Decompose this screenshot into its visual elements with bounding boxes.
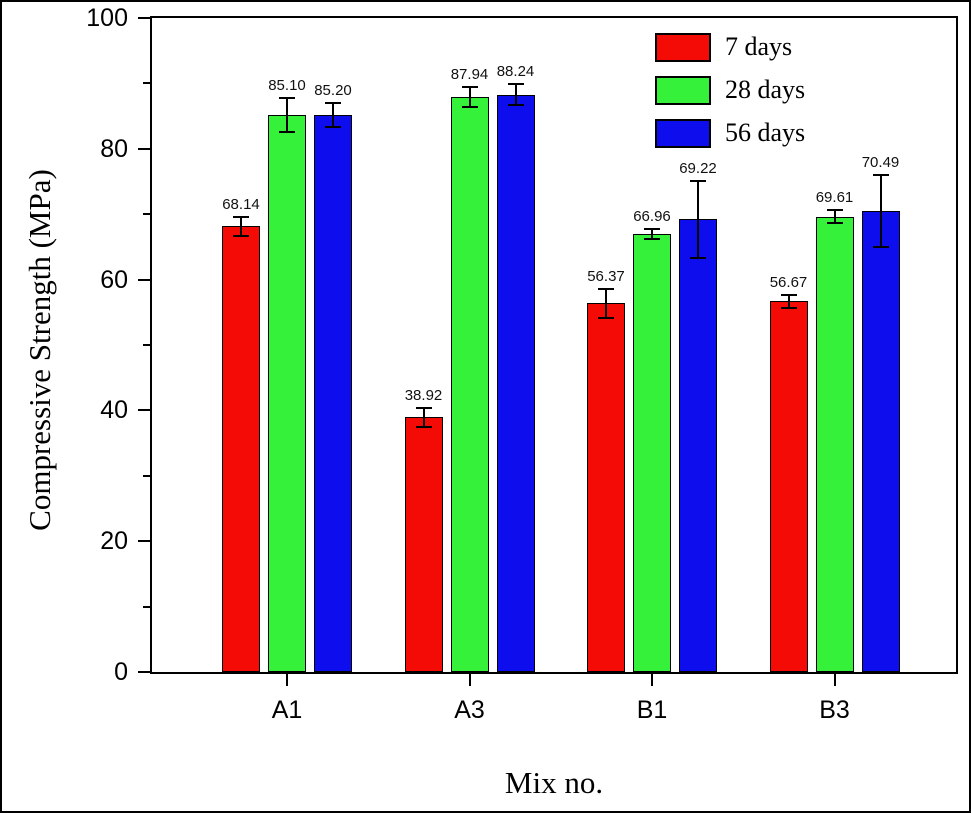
error-bar xyxy=(286,98,288,133)
error-bar-cap xyxy=(826,222,843,225)
y-minor-tick xyxy=(143,82,150,85)
bar-A3-7-days xyxy=(404,417,443,672)
x-tick xyxy=(468,674,471,686)
error-bar-cap xyxy=(507,104,524,107)
bar-B1-28-days xyxy=(633,234,671,672)
error-bar xyxy=(605,288,607,318)
y-tick-label: 60 xyxy=(100,265,128,294)
bar-A1-7-days xyxy=(222,226,260,672)
error-bar-cap xyxy=(233,215,249,218)
bar-value-label: 69.22 xyxy=(679,159,717,177)
error-bar-cap xyxy=(598,316,614,319)
error-bar-cap xyxy=(872,174,889,177)
bar-value-label: 85.20 xyxy=(314,82,352,100)
error-bar-cap xyxy=(780,293,797,296)
legend-label: 56 days xyxy=(725,118,806,147)
error-bar-cap xyxy=(690,179,706,182)
error-bar xyxy=(787,294,790,308)
bar-value-label: 56.67 xyxy=(769,273,808,291)
legend-item-28-days: 28 days xyxy=(655,75,805,105)
y-tick-label: 80 xyxy=(100,134,128,163)
x-tick xyxy=(286,674,288,686)
error-bar-cap xyxy=(461,86,478,89)
error-bar-cap xyxy=(279,131,295,134)
bar-B3-28-days xyxy=(815,216,854,672)
error-bar xyxy=(651,228,653,240)
error-bar-cap xyxy=(415,426,432,429)
error-bar-cap xyxy=(826,209,843,212)
y-minor-tick xyxy=(143,344,150,346)
x-tick-label: A1 xyxy=(271,696,303,724)
y-tick-label: 20 xyxy=(100,527,128,556)
bar-value-label: 87.94 xyxy=(450,66,489,84)
bar-value-label: 69.61 xyxy=(815,189,854,207)
error-bar-cap xyxy=(233,235,249,238)
error-bar-cap xyxy=(415,406,432,409)
y-minor-tick xyxy=(143,474,150,477)
error-bar-cap xyxy=(507,83,524,86)
error-bar-cap xyxy=(644,238,660,241)
x-tick xyxy=(651,674,653,686)
error-bar-cap xyxy=(461,105,478,108)
y-minor-tick xyxy=(143,213,150,216)
legend-item-7-days: 7 days xyxy=(655,32,805,62)
x-tick xyxy=(833,674,836,686)
error-bar xyxy=(468,87,471,107)
error-bar xyxy=(240,216,242,237)
bar-value-label: 70.49 xyxy=(861,154,900,172)
error-bar xyxy=(332,103,334,127)
y-tick xyxy=(138,671,150,673)
y-tick xyxy=(138,17,150,19)
error-bar xyxy=(514,84,517,106)
legend-item-56-days: 56 days xyxy=(655,118,805,148)
bar-value-label: 68.14 xyxy=(222,195,260,213)
x-tick-label: B3 xyxy=(819,696,850,724)
bar-A3-56-days xyxy=(496,94,535,672)
error-bar-cap xyxy=(780,306,797,309)
error-bar xyxy=(833,210,836,224)
error-bar-cap xyxy=(872,245,889,248)
bar-value-label: 85.10 xyxy=(268,77,306,95)
error-bar-cap xyxy=(325,125,341,128)
y-minor-tick xyxy=(143,605,150,608)
error-bar-cap xyxy=(690,256,706,259)
plot-area: 68.14 85.10 85.20 38.92 87.94 88.24 56.37 66.96… xyxy=(150,16,958,674)
y-tick-label: 100 xyxy=(86,4,128,32)
error-bar xyxy=(697,180,699,258)
error-bar xyxy=(422,407,425,428)
bar-value-label: 88.24 xyxy=(496,63,535,81)
error-bar xyxy=(879,175,882,247)
bar-A1-56-days xyxy=(314,114,352,672)
legend-swatch xyxy=(655,75,711,105)
error-bar-cap xyxy=(644,227,660,230)
error-bar-cap xyxy=(325,102,341,105)
y-tick-label: 40 xyxy=(100,396,128,425)
bar-value-label: 38.92 xyxy=(404,386,443,404)
y-tick xyxy=(138,409,150,412)
x-axis-title: Mix no. xyxy=(504,765,604,800)
legend-swatch xyxy=(655,32,711,62)
legend-label: 28 days xyxy=(725,75,806,104)
bar-B3-7-days xyxy=(769,301,808,672)
y-axis-title: Compressive Strength (MPa) xyxy=(22,169,57,531)
error-bar-cap xyxy=(279,97,295,100)
legend-swatch xyxy=(655,118,711,148)
error-bar-cap xyxy=(598,287,614,290)
bar-value-label: 56.37 xyxy=(587,267,625,285)
y-tick-label: 0 xyxy=(114,658,128,686)
bar-value-label: 66.96 xyxy=(633,207,671,225)
legend-label: 7 days xyxy=(725,32,793,61)
bar-A3-28-days xyxy=(450,96,489,672)
legend: 7 days 28 days 56 days xyxy=(655,32,805,148)
x-tick-label: B1 xyxy=(636,696,668,724)
bar-A1-28-days xyxy=(268,115,306,672)
bar-B1-56-days xyxy=(679,219,717,672)
bar-B3-56-days xyxy=(861,211,900,672)
y-tick xyxy=(138,540,150,543)
bar-B1-7-days xyxy=(587,303,625,672)
y-tick xyxy=(138,278,150,281)
x-tick-label: A3 xyxy=(454,696,485,724)
y-tick xyxy=(138,147,150,150)
